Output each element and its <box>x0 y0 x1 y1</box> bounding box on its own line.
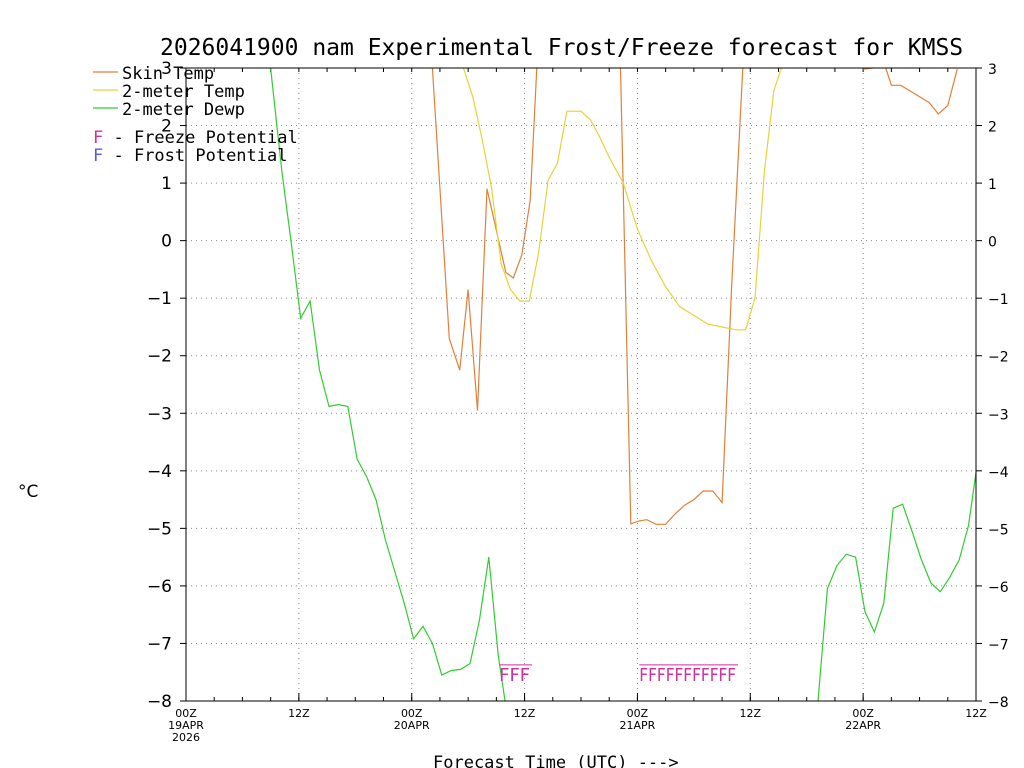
freeze-flag-text: FFF <box>499 665 530 686</box>
x-tick-label: 2026 <box>172 731 200 744</box>
y-axis-label: °C <box>18 482 38 502</box>
series-line-2-meter-temp <box>462 68 782 331</box>
x-tick-label: 00Z <box>401 707 423 720</box>
y-tick-label-right: −7 <box>988 637 1009 653</box>
y-axis-right: −8 −7 −6 −5 −4 −3 −2 −1 0 1 2 3 <box>976 62 1009 711</box>
y-tick-label-right: −4 <box>988 465 1009 481</box>
y-tick-label: −1 <box>147 289 172 309</box>
legend-label: 2-meter Dewp <box>122 100 245 120</box>
y-tick-label-right: −1 <box>988 292 1009 308</box>
potential-legend-item: F - Freeze Potential <box>93 128 298 148</box>
y-tick-label-right: 2 <box>988 120 997 136</box>
y-tick-label: −8 <box>147 692 172 712</box>
grid-lines <box>185 68 977 701</box>
y-tick-label: −3 <box>147 404 172 424</box>
y-tick-label-right: −3 <box>988 407 1009 423</box>
x-tick-label: 00Z <box>627 707 649 720</box>
x-tick-label: 19APR <box>168 719 204 732</box>
y-tick-label: 1 <box>161 174 172 194</box>
series-line-2-meter-dewp <box>270 68 976 701</box>
x-tick-label: 12Z <box>965 707 987 720</box>
y-tick-label: −6 <box>147 577 172 597</box>
legend-label: 2-meter Temp <box>122 82 245 102</box>
x-tick-label: 12Z <box>740 707 762 720</box>
frost-freeze-flags: FFF FFFFFFFFFFF <box>499 664 739 686</box>
freeze-flag-text: FFFFFFFFFFF <box>639 665 736 686</box>
y-tick-label: −5 <box>147 519 172 539</box>
chart-title: 2026041900 nam Experimental Frost/Freeze… <box>160 35 963 61</box>
y-tick-label-right: −6 <box>988 580 1009 596</box>
y-tick-label: −7 <box>147 634 172 654</box>
y-tick-label-right: −2 <box>988 350 1009 366</box>
y-tick-label-right: −5 <box>988 522 1009 538</box>
y-tick-label-right: −8 <box>988 695 1009 711</box>
x-tick-label: 12Z <box>288 707 310 720</box>
y-tick-label-right: 1 <box>988 177 997 193</box>
legend-label: Skin Temp <box>122 64 214 84</box>
x-tick-label: 12Z <box>514 707 536 720</box>
y-tick-label-right: 3 <box>988 62 997 78</box>
y-tick-label: −4 <box>147 462 172 482</box>
y-axis-left: −8 −7 −6 −5 −4 −3 −2 −1 0 1 2 3 <box>147 59 186 712</box>
y-tick-label: −2 <box>147 347 172 367</box>
potential-legend-item: F - Frost Potential <box>93 146 287 166</box>
series-line-skin-temp <box>431 68 958 525</box>
plot-frame <box>185 67 977 702</box>
y-tick-label: 2 <box>161 117 172 137</box>
x-tick-label: 22APR <box>845 719 881 732</box>
y-tick-label: 0 <box>161 232 172 252</box>
x-tick-label: 21APR <box>620 719 656 732</box>
series-lines <box>270 68 976 701</box>
x-tick-label: 00Z <box>852 707 874 720</box>
y-tick-label-right: 0 <box>988 235 997 251</box>
y-tick-label: 3 <box>161 59 172 79</box>
x-axis-label: Forecast Time (UTC) ---> <box>433 753 679 768</box>
x-tick-label: 20APR <box>394 719 430 732</box>
x-tick-label: 00Z <box>175 707 197 720</box>
